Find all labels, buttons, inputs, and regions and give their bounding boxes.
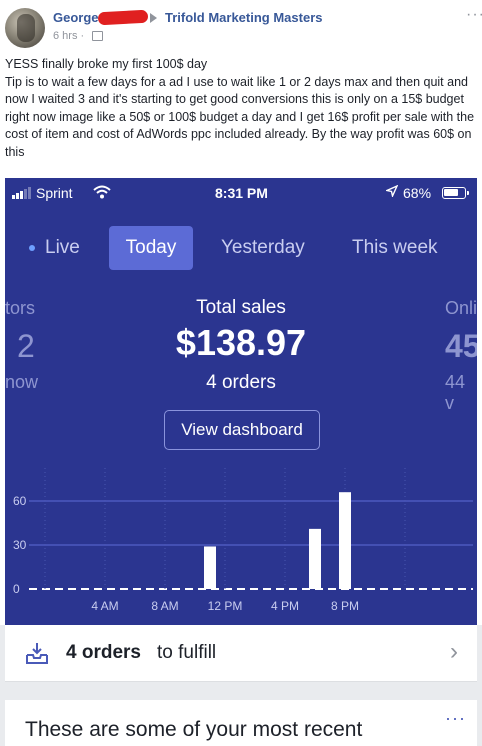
phone-screenshot: Sprint 8:31 PM 68% Live Today Yesterday … xyxy=(5,178,477,625)
visitors-label: tors xyxy=(5,298,36,318)
inbox-download-icon xyxy=(25,641,49,665)
group-name[interactable]: Trifold Marketing Masters xyxy=(165,10,323,25)
sales-bar xyxy=(204,546,216,589)
time-range-tabs: Live Today Yesterday This week xyxy=(5,226,477,270)
x-tick-label: 12 PM xyxy=(208,599,243,613)
tab-live[interactable]: Live xyxy=(29,226,80,270)
x-tick-label: 8 PM xyxy=(331,599,359,613)
avatar[interactable] xyxy=(5,8,45,48)
orders-to-fulfill-row[interactable]: 4 orders to fulfill › xyxy=(5,625,477,682)
visitors-sub: now xyxy=(5,372,39,392)
total-sales-label: Total sales xyxy=(196,297,286,318)
battery-percent: 68% xyxy=(403,185,432,201)
total-sales-value: $138.97 xyxy=(175,322,307,363)
battery-icon xyxy=(442,187,469,199)
x-tick-label: 4 AM xyxy=(91,599,118,613)
fulfill-count: 4 orders xyxy=(66,642,141,663)
y-tick-label: 0 xyxy=(13,582,20,596)
visitors-value: 2 xyxy=(17,328,35,364)
live-dot-icon xyxy=(29,245,35,251)
tab-yesterday[interactable]: Yesterday xyxy=(221,237,305,258)
sales-bar xyxy=(339,492,351,589)
recent-activity-title: These are some of your most recent xyxy=(25,718,363,741)
fulfill-label: to fulfill xyxy=(157,642,217,663)
online-label: Onli xyxy=(445,298,477,318)
post-time[interactable]: 6 hrs · xyxy=(53,30,85,42)
orders-count: 4 orders xyxy=(206,372,276,393)
wifi-icon xyxy=(93,185,111,202)
redaction-mark xyxy=(97,9,149,26)
y-tick-label: 60 xyxy=(13,494,27,508)
signal-icon xyxy=(12,187,34,199)
sales-chart: 60 30 0 4 AM 8 AM 12 PM 4 PM 8 PM xyxy=(5,458,477,618)
status-bar: Sprint 8:31 PM 68% xyxy=(5,178,477,210)
sales-bar xyxy=(309,528,321,589)
post-header: George Trifold Marketing Masters 6 hrs ·… xyxy=(0,0,482,52)
chevron-right-icon: › xyxy=(450,638,458,665)
status-time: 8:31 PM xyxy=(215,185,268,201)
post-text: YESS finally broke my first 100$ day Tip… xyxy=(5,56,477,161)
author-name[interactable]: George xyxy=(53,10,99,25)
view-dashboard-button[interactable]: View dashboard xyxy=(164,410,320,450)
online-value: 45 xyxy=(445,328,477,364)
privacy-icon xyxy=(92,31,103,41)
online-sub: 44 v xyxy=(445,372,466,413)
recent-activity-card: These are some of your most recent ··· xyxy=(5,700,477,746)
carrier-label: Sprint xyxy=(36,185,73,201)
card-options-button[interactable]: ··· xyxy=(445,708,466,728)
location-arrow-icon xyxy=(384,184,399,200)
post-options-button[interactable]: ··· xyxy=(466,6,482,23)
x-tick-label: 8 AM xyxy=(151,599,178,613)
sales-chart-svg: 60 30 0 4 AM 8 AM 12 PM 4 PM 8 PM xyxy=(13,468,473,613)
tab-label: Live xyxy=(45,237,80,258)
tab-today[interactable]: Today xyxy=(109,226,193,270)
x-tick-label: 4 PM xyxy=(271,599,299,613)
post-line: YESS finally broke my first 100$ day xyxy=(5,57,208,71)
post-line: Tip is to wait a few days for a ad I use… xyxy=(5,74,475,159)
triangle-right-icon xyxy=(150,13,157,23)
y-tick-label: 30 xyxy=(13,538,27,552)
tab-this-week[interactable]: This week xyxy=(352,237,438,258)
